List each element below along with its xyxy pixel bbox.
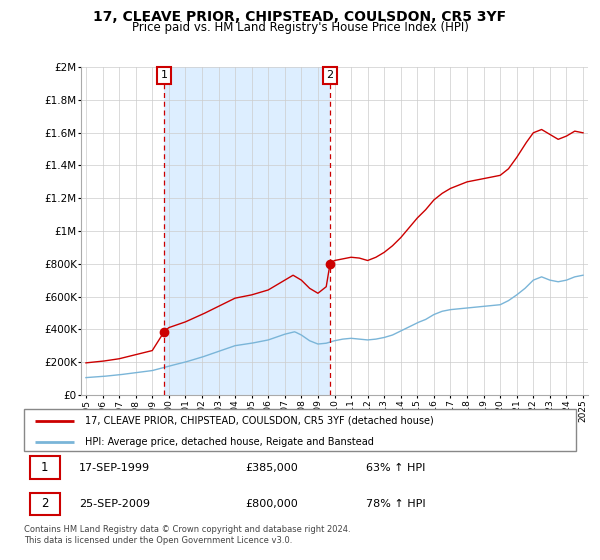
Text: 1: 1	[41, 461, 49, 474]
Text: HPI: Average price, detached house, Reigate and Banstead: HPI: Average price, detached house, Reig…	[85, 437, 374, 446]
Text: 78% ↑ HPI: 78% ↑ HPI	[366, 499, 426, 509]
Text: 2: 2	[326, 71, 334, 81]
Text: Contains HM Land Registry data © Crown copyright and database right 2024.
This d: Contains HM Land Registry data © Crown c…	[24, 525, 350, 545]
Text: 63% ↑ HPI: 63% ↑ HPI	[366, 463, 425, 473]
FancyBboxPatch shape	[24, 409, 576, 451]
Text: £385,000: £385,000	[245, 463, 298, 473]
FancyBboxPatch shape	[29, 456, 60, 479]
FancyBboxPatch shape	[29, 493, 60, 515]
Text: 17, CLEAVE PRIOR, CHIPSTEAD, COULSDON, CR5 3YF (detached house): 17, CLEAVE PRIOR, CHIPSTEAD, COULSDON, C…	[85, 416, 433, 426]
Text: 17-SEP-1999: 17-SEP-1999	[79, 463, 151, 473]
Text: 2: 2	[41, 497, 49, 510]
Text: £800,000: £800,000	[245, 499, 298, 509]
Bar	[164, 67, 330, 395]
Text: 17, CLEAVE PRIOR, CHIPSTEAD, COULSDON, CR5 3YF: 17, CLEAVE PRIOR, CHIPSTEAD, COULSDON, C…	[94, 10, 506, 24]
Text: Price paid vs. HM Land Registry's House Price Index (HPI): Price paid vs. HM Land Registry's House …	[131, 21, 469, 34]
Text: 25-SEP-2009: 25-SEP-2009	[79, 499, 150, 509]
Text: 1: 1	[161, 71, 167, 81]
